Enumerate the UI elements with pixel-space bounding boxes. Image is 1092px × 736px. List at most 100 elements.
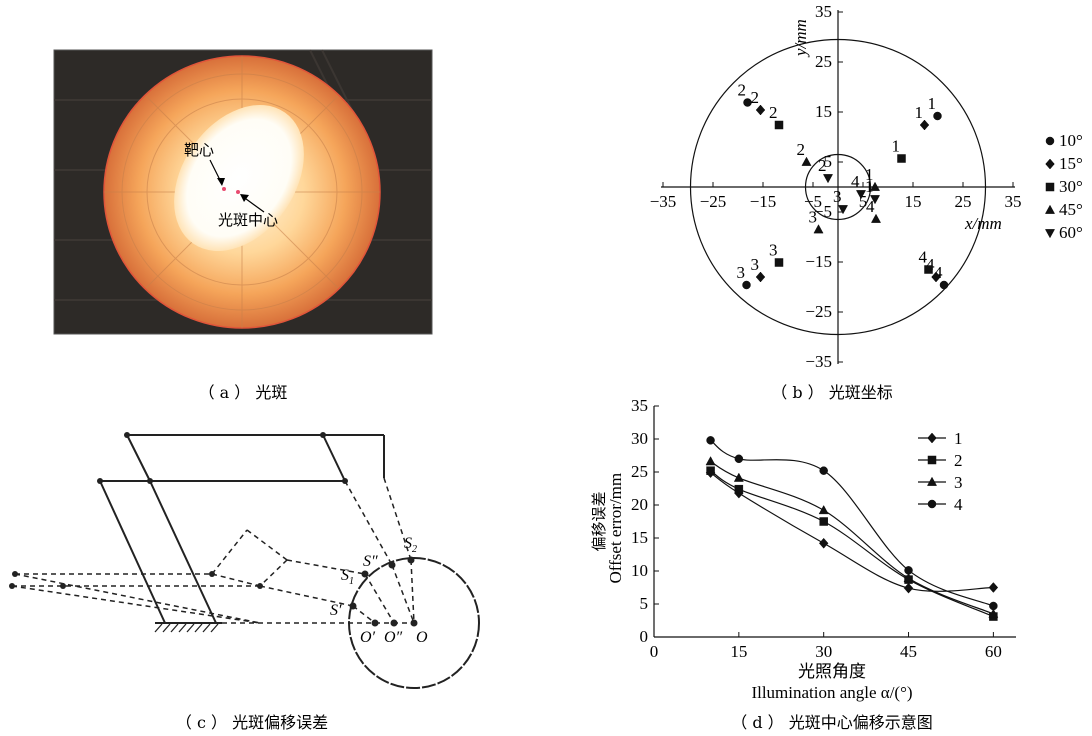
b-x-tick-label: 15 <box>905 192 922 211</box>
b-point-15deg <box>755 104 766 116</box>
d-x-axis-label-zh: 光照角度 <box>798 662 866 681</box>
d-y-tick-label: 0 <box>640 627 649 646</box>
d-y-axis-label-zh: 偏移误差 <box>591 491 608 551</box>
b-point-10deg <box>933 111 942 121</box>
b-point-10deg <box>742 280 751 290</box>
b-x-tick-label: 25 <box>955 192 972 211</box>
d-x-axis-label: Illumination angle α/(°) <box>751 683 912 702</box>
d-x-tick-label: 0 <box>650 642 659 661</box>
b-legend-marker <box>1045 182 1055 192</box>
b-y-axis-label: y/mm <box>791 19 810 58</box>
b-point-label: 3 <box>769 241 778 260</box>
d-point-series-4 <box>819 466 828 475</box>
d-x-tick-label: 30 <box>815 642 832 661</box>
b-y-tick-label: 15 <box>815 102 832 121</box>
d-point-series-4 <box>904 566 913 575</box>
d-y-tick-label: 5 <box>640 594 649 613</box>
b-legend-label: 60° <box>1059 223 1083 242</box>
b-y-tick-label: −25 <box>805 302 832 321</box>
b-reference-circle <box>689 38 987 336</box>
b-x-tick-label: 35 <box>1005 192 1022 211</box>
b-legend-marker <box>1044 229 1056 239</box>
d-legend-label: 3 <box>954 473 963 492</box>
caption-d: （ d ） 光斑中心偏移示意图 <box>731 713 933 732</box>
d-point-series-2 <box>706 466 715 475</box>
b-x-tick-label: −15 <box>750 192 777 211</box>
d-x-tick-label: 45 <box>900 642 917 661</box>
d-series-line-2 <box>710 470 994 618</box>
b-point-label: 4 <box>851 172 860 191</box>
b-point-label: 1 <box>928 94 937 113</box>
label-S-prime: S′ <box>330 602 342 619</box>
target-center-label: 靶心 <box>184 141 214 159</box>
caption-a: （ a ） 光斑 <box>199 383 288 402</box>
d-y-tick-label: 30 <box>631 429 648 448</box>
spot-center-dot <box>236 190 240 194</box>
b-point-label: 4 <box>866 197 875 216</box>
b-x-tick-label: −5 <box>804 192 822 211</box>
b-x-tick-label: −25 <box>700 192 727 211</box>
label-S2: S2 <box>404 535 417 555</box>
d-y-tick-label: 15 <box>631 528 648 547</box>
panel-c-diagram <box>9 432 480 689</box>
b-point-label: 1 <box>892 137 901 156</box>
b-point-label: 2 <box>751 88 760 107</box>
d-point-series-1 <box>903 582 914 594</box>
panel-c-point-labels: S1 S″ S2 S′ O′ O″ O <box>330 535 428 646</box>
d-point-series-1 <box>818 537 829 549</box>
b-y-tick-label: −5 <box>814 202 832 221</box>
d-legend-label: 4 <box>954 495 963 514</box>
b-point-label: 1 <box>865 177 874 196</box>
b-legend-marker <box>1044 204 1056 214</box>
d-point-series-4 <box>989 601 998 611</box>
label-O: O <box>416 629 428 646</box>
label-O-prime: O′ <box>360 629 376 646</box>
b-point-45deg <box>813 224 824 234</box>
d-legend-marker <box>926 476 938 486</box>
panel-a-photo: 靶心 光斑中心 <box>53 49 433 335</box>
b-y-tick-label: 25 <box>815 52 832 71</box>
d-y-axis-label: Offset error/mm <box>606 473 625 584</box>
d-point-series-2 <box>734 484 744 494</box>
b-point-10deg <box>743 98 752 107</box>
d-point-series-3 <box>903 572 914 583</box>
b-point-30deg <box>924 265 933 274</box>
b-point-30deg <box>774 258 784 267</box>
d-point-series-4 <box>706 436 715 445</box>
d-legend-marker <box>927 455 937 465</box>
b-point-label: 2 <box>738 81 747 100</box>
target-center-dot <box>222 187 226 191</box>
d-legend-marker <box>927 432 937 444</box>
d-point-series-2 <box>819 517 828 526</box>
b-point-45deg <box>869 181 881 191</box>
d-point-series-3 <box>988 608 999 618</box>
b-reference-circle <box>804 153 872 221</box>
b-point-label: 3 <box>833 187 842 206</box>
b-point-30deg <box>774 120 784 130</box>
b-point-10deg <box>939 280 949 290</box>
b-point-60deg <box>869 195 881 205</box>
b-point-45deg <box>801 156 812 166</box>
label-S1: S1 <box>341 567 354 587</box>
b-x-axis-label: x/mm <box>964 214 1002 233</box>
b-point-60deg <box>855 190 867 200</box>
b-point-label: 2 <box>797 140 806 159</box>
d-point-series-1 <box>988 582 999 593</box>
b-point-30deg <box>897 154 906 163</box>
b-point-label: 4 <box>934 263 943 282</box>
b-point-label: 2 <box>769 103 778 122</box>
d-y-tick-label: 35 <box>631 396 648 415</box>
label-O-double-prime: O″ <box>384 629 403 646</box>
caption-b: （ b ） 光斑坐标 <box>771 383 893 402</box>
b-point-45deg <box>870 213 882 223</box>
b-y-tick-label: −15 <box>805 252 832 271</box>
b-point-label: 1 <box>915 103 924 122</box>
b-point-label: 4 <box>919 248 928 267</box>
b-point-label: 3 <box>751 255 760 274</box>
panel-b-scatter: −35 −25 −15 −5 5 15 25 35−35−25−15−55152535x/mm… <box>650 2 1083 371</box>
spot-center-label: 光斑中心 <box>218 211 278 229</box>
b-point-label: 4 <box>926 255 935 274</box>
d-y-tick-label: 25 <box>631 462 648 481</box>
